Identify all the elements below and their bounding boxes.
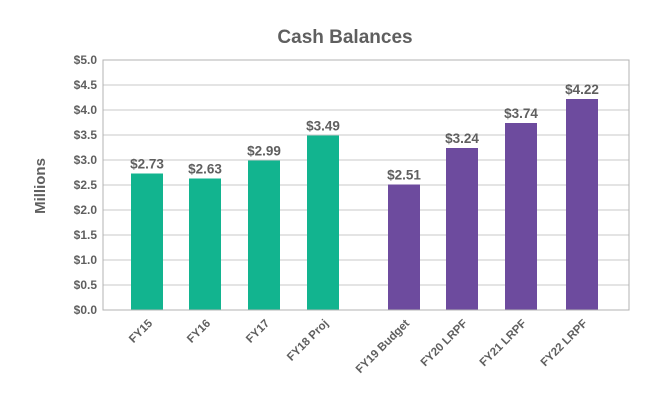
y-tick-labels: $0.0 $0.5 $1.0 $1.5 $2.0 $2.5 $3.0 $3.5 $4.0 $4.5…	[74, 53, 98, 317]
data-label: $2.51	[387, 168, 421, 183]
data-label: $2.73	[130, 157, 164, 172]
category-label: FY18 Proj	[285, 318, 331, 364]
y-tick-label: $2.0	[74, 203, 98, 217]
y-tick-label: $4.5	[74, 78, 98, 92]
bar	[189, 178, 221, 310]
bar	[446, 148, 478, 310]
y-tick-label: $3.0	[74, 153, 98, 167]
category-label: FY19 Budget	[354, 318, 412, 376]
data-label: $3.49	[306, 119, 340, 134]
data-label: $4.22	[565, 82, 599, 97]
category-label: FY22 LRPF	[539, 318, 590, 369]
data-label: $2.99	[247, 144, 281, 159]
y-tick-label: $3.5	[74, 128, 98, 142]
category-label: FY16	[185, 318, 213, 346]
bar	[566, 99, 598, 310]
y-tick-label: $1.0	[74, 253, 98, 267]
y-tick-label: $1.5	[74, 228, 98, 242]
data-labels: $2.73 $2.63 $2.99 $3.49 $2.51 $3.24 $3.74 $4.22	[130, 82, 599, 183]
bar	[505, 123, 537, 310]
grid-layer	[103, 59, 629, 311]
category-label: FY21 LRPF	[478, 318, 529, 369]
bars-layer	[131, 99, 598, 310]
data-label: $2.63	[188, 162, 222, 177]
data-label: $3.24	[445, 131, 479, 146]
bar	[248, 160, 280, 310]
y-tick-label: $0.5	[74, 278, 98, 292]
chart-title: Cash Balances	[277, 27, 412, 48]
bar	[388, 184, 420, 310]
category-labels: FY15 FY16 FY17 FY18 Proj FY19 Budget FY20 LRP…	[127, 317, 590, 376]
y-tick-label: $5.0	[74, 53, 98, 67]
bar	[307, 135, 339, 310]
y-axis-label: Millions	[32, 158, 49, 214]
plot-frame	[102, 59, 630, 311]
y-tick-label: $4.0	[74, 103, 98, 117]
data-label: $3.74	[504, 106, 538, 121]
bar	[131, 173, 163, 310]
category-label: FY20 LRPF	[419, 318, 470, 369]
category-label: FY17	[244, 318, 272, 346]
y-tick-label: $2.5	[74, 178, 98, 192]
category-label: FY15	[127, 317, 155, 345]
y-tick-label: $0.0	[74, 303, 98, 317]
